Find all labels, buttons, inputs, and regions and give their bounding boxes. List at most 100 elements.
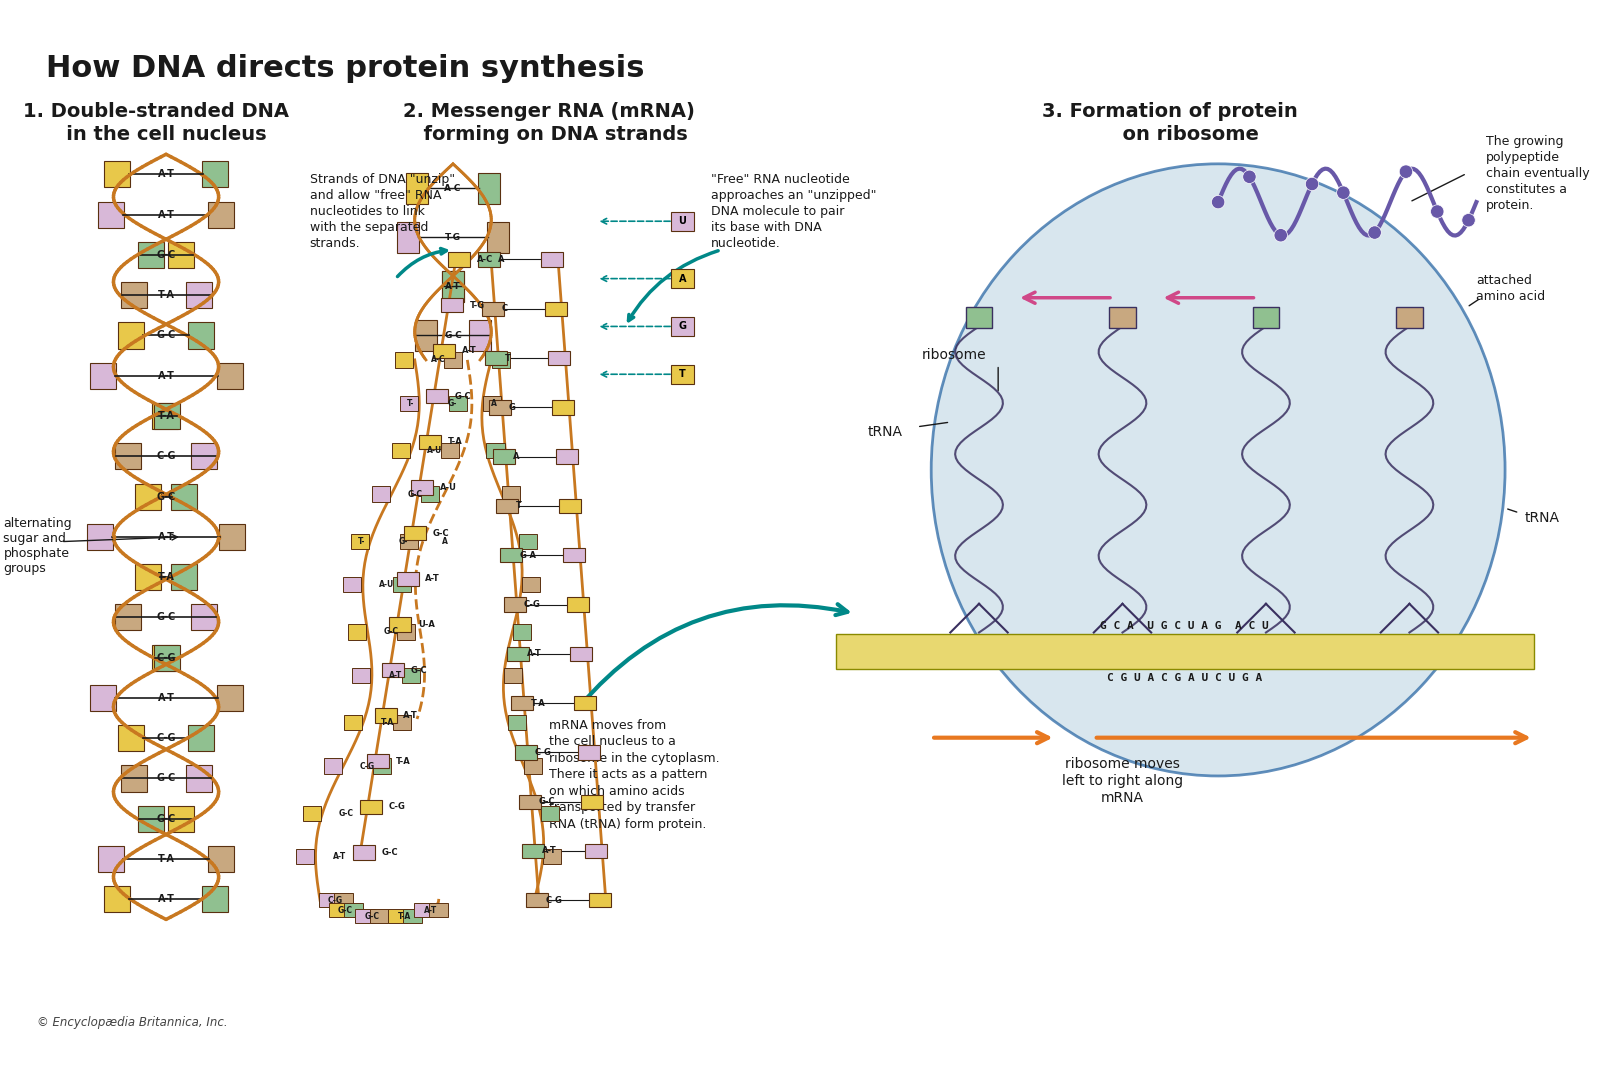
Text: G: G [678, 321, 686, 332]
FancyBboxPatch shape [219, 524, 245, 550]
Text: A-U: A-U [379, 580, 394, 589]
Text: © Encyclopædia Britannica, Inc.: © Encyclopædia Britannica, Inc. [37, 1017, 227, 1030]
FancyBboxPatch shape [560, 498, 581, 513]
FancyBboxPatch shape [397, 222, 419, 253]
FancyBboxPatch shape [344, 577, 362, 592]
FancyBboxPatch shape [670, 317, 694, 336]
FancyBboxPatch shape [491, 352, 510, 367]
Text: T-: T- [358, 537, 365, 545]
Text: 1. Double-stranded DNA
   in the cell nucleus: 1. Double-stranded DNA in the cell nucle… [24, 101, 290, 144]
FancyBboxPatch shape [416, 320, 437, 351]
Circle shape [1400, 165, 1413, 178]
FancyBboxPatch shape [203, 161, 229, 188]
FancyBboxPatch shape [483, 396, 501, 411]
FancyBboxPatch shape [216, 363, 243, 388]
FancyBboxPatch shape [522, 577, 539, 592]
Text: A: A [498, 255, 504, 264]
Text: C-G: C-G [546, 896, 563, 905]
FancyBboxPatch shape [411, 480, 434, 495]
Text: A-T: A-T [426, 574, 440, 584]
Text: T: T [517, 501, 522, 510]
FancyBboxPatch shape [496, 498, 518, 513]
FancyBboxPatch shape [518, 795, 541, 809]
FancyBboxPatch shape [482, 302, 504, 316]
FancyBboxPatch shape [90, 363, 115, 388]
Text: alternating
sugar and
phosphate
groups: alternating sugar and phosphate groups [3, 517, 72, 575]
FancyBboxPatch shape [522, 844, 544, 858]
FancyBboxPatch shape [118, 322, 144, 349]
Text: G-C: G-C [157, 331, 176, 340]
Text: "Free" RNA nucleotide
approaches an "unzipped"
DNA molecule to pair
its base wit: "Free" RNA nucleotide approaches an "unz… [712, 174, 877, 251]
Circle shape [1274, 228, 1288, 242]
FancyBboxPatch shape [426, 389, 448, 403]
FancyBboxPatch shape [442, 271, 464, 302]
FancyBboxPatch shape [574, 696, 597, 711]
FancyBboxPatch shape [512, 624, 531, 639]
Text: T: T [678, 369, 686, 379]
FancyBboxPatch shape [395, 352, 413, 367]
FancyBboxPatch shape [469, 320, 491, 351]
Text: U-A: U-A [418, 620, 435, 628]
Text: G-C: G-C [539, 797, 555, 807]
FancyBboxPatch shape [355, 909, 374, 923]
Text: G-: G- [448, 399, 458, 408]
FancyBboxPatch shape [504, 598, 526, 611]
FancyBboxPatch shape [368, 754, 389, 768]
Text: A-U: A-U [427, 446, 443, 456]
FancyBboxPatch shape [1253, 307, 1280, 329]
Text: A-T: A-T [333, 853, 346, 861]
FancyBboxPatch shape [501, 548, 522, 562]
FancyBboxPatch shape [334, 893, 354, 907]
Text: A-T: A-T [158, 210, 174, 220]
FancyBboxPatch shape [541, 252, 563, 267]
Text: G-C: G-C [411, 666, 427, 674]
Text: T-A: T-A [531, 699, 546, 707]
FancyBboxPatch shape [318, 893, 339, 907]
FancyBboxPatch shape [485, 351, 507, 365]
Text: A-T: A-T [462, 346, 477, 355]
FancyBboxPatch shape [134, 483, 162, 510]
Circle shape [1243, 170, 1256, 184]
Text: G-: G- [398, 537, 408, 545]
FancyBboxPatch shape [171, 483, 197, 510]
FancyBboxPatch shape [397, 624, 416, 639]
FancyBboxPatch shape [352, 668, 370, 683]
Text: T-A: T-A [395, 757, 411, 766]
Circle shape [1430, 205, 1443, 219]
FancyBboxPatch shape [670, 269, 694, 288]
Text: G-C: G-C [338, 906, 354, 914]
Text: G: G [509, 403, 515, 412]
FancyBboxPatch shape [670, 365, 694, 384]
FancyBboxPatch shape [442, 443, 459, 458]
FancyBboxPatch shape [544, 849, 562, 864]
Text: attached
amino acid: attached amino acid [1477, 273, 1546, 303]
FancyBboxPatch shape [402, 668, 419, 683]
FancyBboxPatch shape [115, 604, 141, 631]
FancyBboxPatch shape [138, 242, 165, 268]
FancyBboxPatch shape [403, 909, 422, 923]
FancyBboxPatch shape [400, 534, 418, 548]
Text: C-G: C-G [523, 600, 541, 609]
Text: tRNA: tRNA [867, 425, 902, 439]
Text: C G U A C G A U C U G A: C G U A C G A U C U G A [1107, 672, 1262, 683]
FancyBboxPatch shape [434, 344, 456, 357]
Text: How DNA directs protein synthesis: How DNA directs protein synthesis [46, 53, 645, 83]
FancyBboxPatch shape [442, 298, 462, 313]
FancyBboxPatch shape [360, 799, 382, 814]
FancyBboxPatch shape [168, 806, 194, 832]
Text: T-A: T-A [448, 437, 462, 446]
FancyBboxPatch shape [450, 396, 467, 411]
Text: A-T: A-T [158, 894, 174, 905]
FancyBboxPatch shape [966, 307, 992, 329]
Text: G-C: G-C [432, 528, 450, 538]
FancyBboxPatch shape [392, 443, 410, 458]
FancyBboxPatch shape [394, 715, 411, 730]
Text: T-A: T-A [158, 854, 174, 864]
FancyBboxPatch shape [400, 396, 418, 411]
Text: G-C: G-C [365, 911, 379, 921]
Text: G-C: G-C [445, 331, 462, 340]
FancyBboxPatch shape [86, 524, 112, 550]
FancyBboxPatch shape [502, 487, 520, 501]
Text: A-T: A-T [158, 170, 174, 179]
FancyBboxPatch shape [350, 534, 370, 548]
